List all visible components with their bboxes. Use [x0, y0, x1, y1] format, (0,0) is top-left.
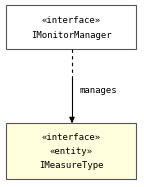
Text: «interface»: «interface» [41, 133, 101, 142]
Text: IMeasureType: IMeasureType [39, 160, 103, 169]
Text: «entity»: «entity» [50, 146, 92, 156]
Bar [6, 123, 136, 179]
Text: IMonitorManager: IMonitorManager [31, 31, 111, 40]
Text: «interface»: «interface» [41, 16, 101, 25]
Bar [6, 5, 136, 49]
Text: manages: manages [80, 85, 118, 94]
